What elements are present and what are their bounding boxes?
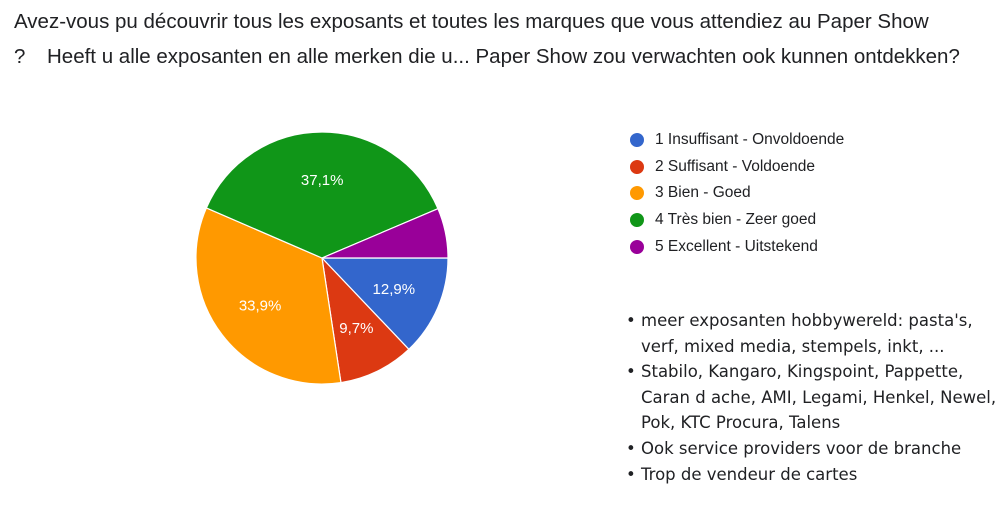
legend-label: 3 Bien - Goed [655, 184, 751, 202]
note-item-2: Stabilo, Kangaro, Kingspoint, Pappette, … [626, 359, 998, 436]
legend-swatch-icon [630, 239, 644, 254]
note-item-3: Ook service providers voor de branche [626, 436, 998, 462]
pie-data-label-4: 37,1% [301, 172, 344, 189]
note-item-4: Trop de vendeur de cartes [626, 462, 998, 488]
legend-item-2: 2 Suffisant - Voldoende [630, 154, 844, 181]
legend-item-1: 1 Insuffisant - Onvoldoende [630, 127, 844, 154]
pie-slice-5 [321, 207, 449, 259]
legend-item-5: 5 Excellent - Uitstekend [630, 233, 844, 260]
legend-item-4: 4 Très bien - Zeer goed [630, 207, 844, 234]
legend-label: 1 Insuffisant - Onvoldoende [655, 131, 845, 149]
legend-label: 4 Très bien - Zeer goed [655, 211, 817, 229]
legend-label: 5 Excellent - Uitstekend [655, 237, 818, 255]
legend-swatch-icon [630, 133, 644, 148]
legend-label: 2 Suffisant - Voldoende [655, 157, 816, 175]
pie-data-label-3: 33,9% [239, 298, 282, 315]
note-item-1: meer exposanten hobbywereld: pasta's, ve… [626, 308, 998, 359]
response-notes-list: meer exposanten hobbywereld: pasta's, ve… [626, 308, 998, 487]
pie-data-label-1: 12,9% [373, 281, 416, 298]
legend-swatch-icon [630, 186, 644, 201]
legend-swatch-icon [630, 213, 644, 228]
question-mark: ? [14, 45, 26, 68]
chart-legend: 1 Insuffisant - Onvoldoende 2 Suffisant -… [630, 127, 844, 260]
question-title-line-1: Avez-vous pu découvrir tous les exposant… [14, 10, 929, 33]
pie-slice-2 [321, 256, 410, 384]
pie-data-label-2: 9,7% [339, 320, 373, 337]
question-title: Avez-vous pu découvrir tous les exposant… [14, 4, 989, 74]
pie-slices [195, 131, 449, 385]
pie-slice-4 [205, 131, 439, 259]
pie-data-labels: 12,9% 9,7% 33,9% 37,1% [239, 172, 415, 337]
legend-item-3: 3 Bien - Goed [630, 180, 844, 207]
question-title-line-2: ? Heeft u alle exposanten en alle merken … [14, 39, 989, 74]
legend-swatch-icon [630, 159, 644, 174]
pie-slice-1 [320, 257, 449, 351]
pie-slice-3 [195, 207, 342, 385]
question-title-dutch: Heeft u alle exposanten en alle merken d… [47, 45, 960, 68]
